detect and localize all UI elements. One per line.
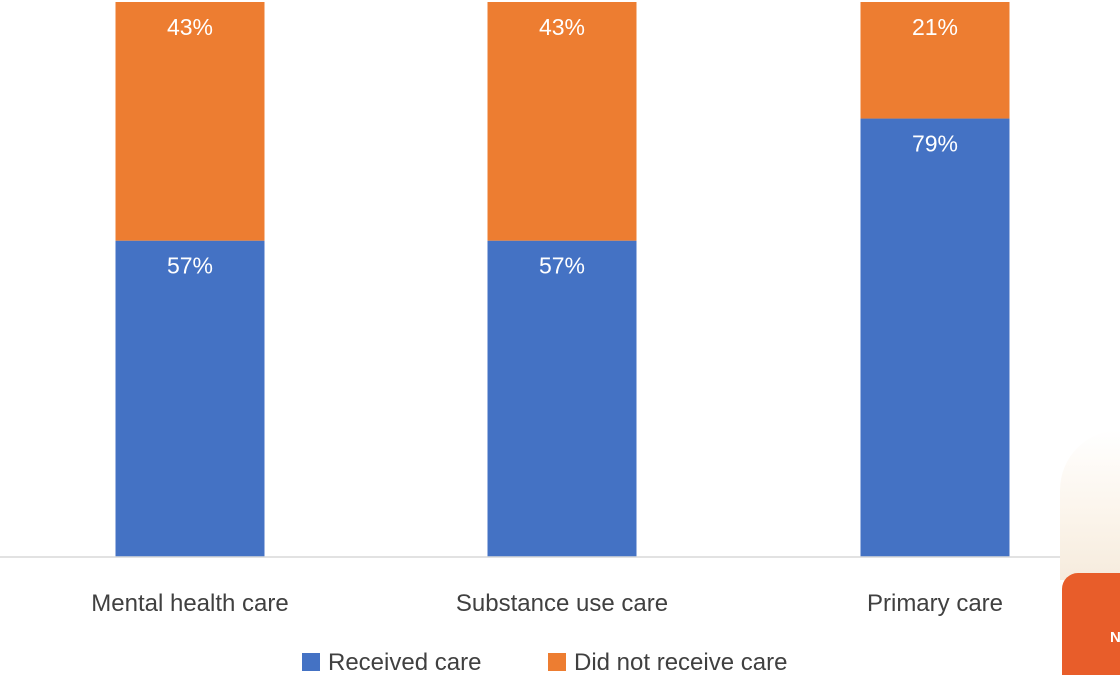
- bar-received-1: [487, 240, 637, 557]
- data-labels-layer: 57% 43% 57% 43% 79% 21%: [167, 14, 958, 279]
- bar-received-0: [115, 240, 265, 557]
- data-label-not-received-0: 43%: [167, 14, 213, 40]
- legend-swatch-1: [548, 653, 566, 671]
- data-label-not-received-2: 21%: [912, 14, 958, 40]
- data-label-not-received-1: 43%: [539, 14, 585, 40]
- category-label-2: Primary care: [867, 590, 1003, 617]
- corner-tab: N: [1062, 573, 1120, 675]
- decorative-fade-shape: [1060, 430, 1120, 580]
- legend-label-0: Received care: [328, 649, 481, 675]
- bar-received-2: [860, 118, 1010, 558]
- category-labels-layer: Mental health care Substance use care Prim…: [91, 590, 1003, 617]
- category-label-1: Substance use care: [456, 590, 668, 617]
- bar-not-received-1: [487, 2, 637, 241]
- data-label-received-2: 79%: [912, 131, 958, 157]
- bars-layer: [115, 2, 1010, 558]
- corner-tab-label: N: [1110, 629, 1120, 646]
- data-label-received-1: 57%: [539, 253, 585, 279]
- legend: Received care Did not receive care: [302, 649, 787, 675]
- category-label-0: Mental health care: [91, 590, 288, 617]
- bar-not-received-0: [115, 2, 265, 241]
- data-label-received-0: 57%: [167, 253, 213, 279]
- legend-label-1: Did not receive care: [574, 649, 787, 675]
- legend-swatch-0: [302, 653, 320, 671]
- bar-not-received-2: [860, 2, 1010, 119]
